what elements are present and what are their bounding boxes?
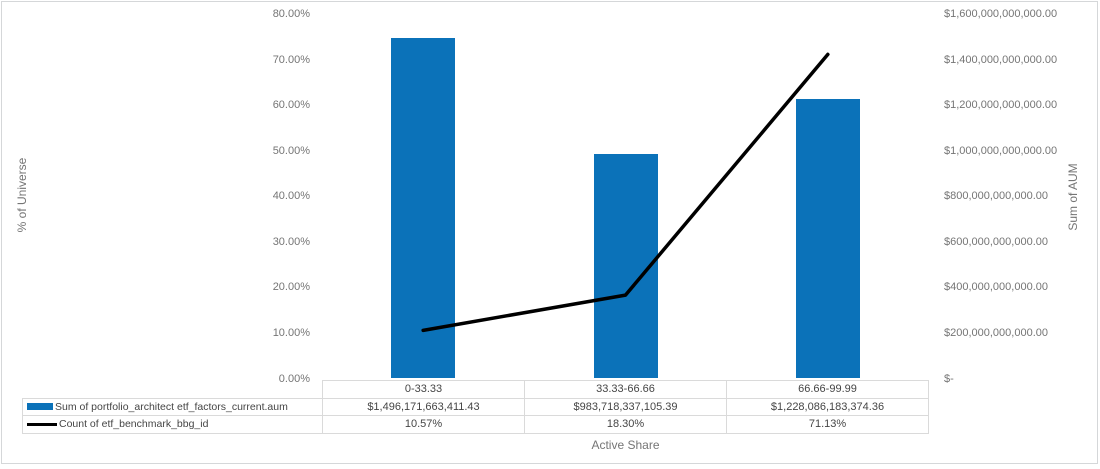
bar [795,98,860,379]
left-axis-tick: 40.00% [272,190,310,203]
right-axis-tick: $800,000,000,000.00 [944,190,1048,203]
right-axis-tick: $1,600,000,000,000.00 [944,8,1058,20]
left-axis-tick: 60.00% [272,99,310,112]
table-header-cell: 0-33.33 [323,381,525,399]
legend-label-count: Count of etf_benchmark_bbg_id [59,418,209,431]
line-series-swatch-icon [27,422,57,426]
bar-series-swatch-icon [27,403,53,411]
legend: Sum of portfolio_architect etf_factors_c… [22,397,322,434]
x-axis-title: Active Share [591,438,660,452]
table-header-cell: 33.33-66.66 [525,381,727,399]
right-axis-tick: $400,000,000,000.00 [944,281,1048,294]
right-axis-tick: $600,000,000,000.00 [944,235,1048,248]
bar [593,154,658,379]
table-cell-aum: $1,228,086,183,374.36 [727,398,929,416]
legend-row-count: Count of etf_benchmark_bbg_id [23,416,322,434]
left-axis-tick: 20.00% [272,281,310,294]
left-axis-tick: 10.00% [272,326,310,339]
right-axis-tick: $- [944,372,954,385]
right-axis-tick: $1,200,000,000,000.00 [944,99,1058,112]
table-cell-aum: $1,496,171,663,411.43 [323,398,525,416]
right-axis-tick: $200,000,000,000.00 [944,326,1048,339]
left-axis-title: % of Universe [15,157,29,233]
legend-row-aum: Sum of portfolio_architect etf_factors_c… [23,399,322,416]
table-header-cell: 66.66-99.99 [727,381,929,399]
table-cell-aum: $983,718,337,105.39 [525,398,727,416]
left-axis-tick: 50.00% [272,144,310,157]
table-cell-count: 71.13% [727,416,929,434]
table-cell-count: 18.30% [525,416,727,434]
left-axis-tick: 0.00% [278,372,310,385]
bar [391,37,456,379]
table-cell-count: 10.57% [323,416,525,434]
left-axis-tick: 80.00% [272,8,310,20]
data-table: 0-33.33 33.33-66.66 66.66-99.99 $1,496,1… [322,380,929,434]
left-axis-tick: 30.00% [272,235,310,248]
legend-label-aum: Sum of portfolio_architect etf_factors_c… [55,400,288,413]
right-axis-tick: $1,400,000,000,000.00 [944,53,1058,66]
left-axis-tick: 70.00% [272,53,310,66]
right-axis-tick: $1,000,000,000,000.00 [944,144,1058,157]
right-axis-title: Sum of AUM [1066,163,1080,231]
